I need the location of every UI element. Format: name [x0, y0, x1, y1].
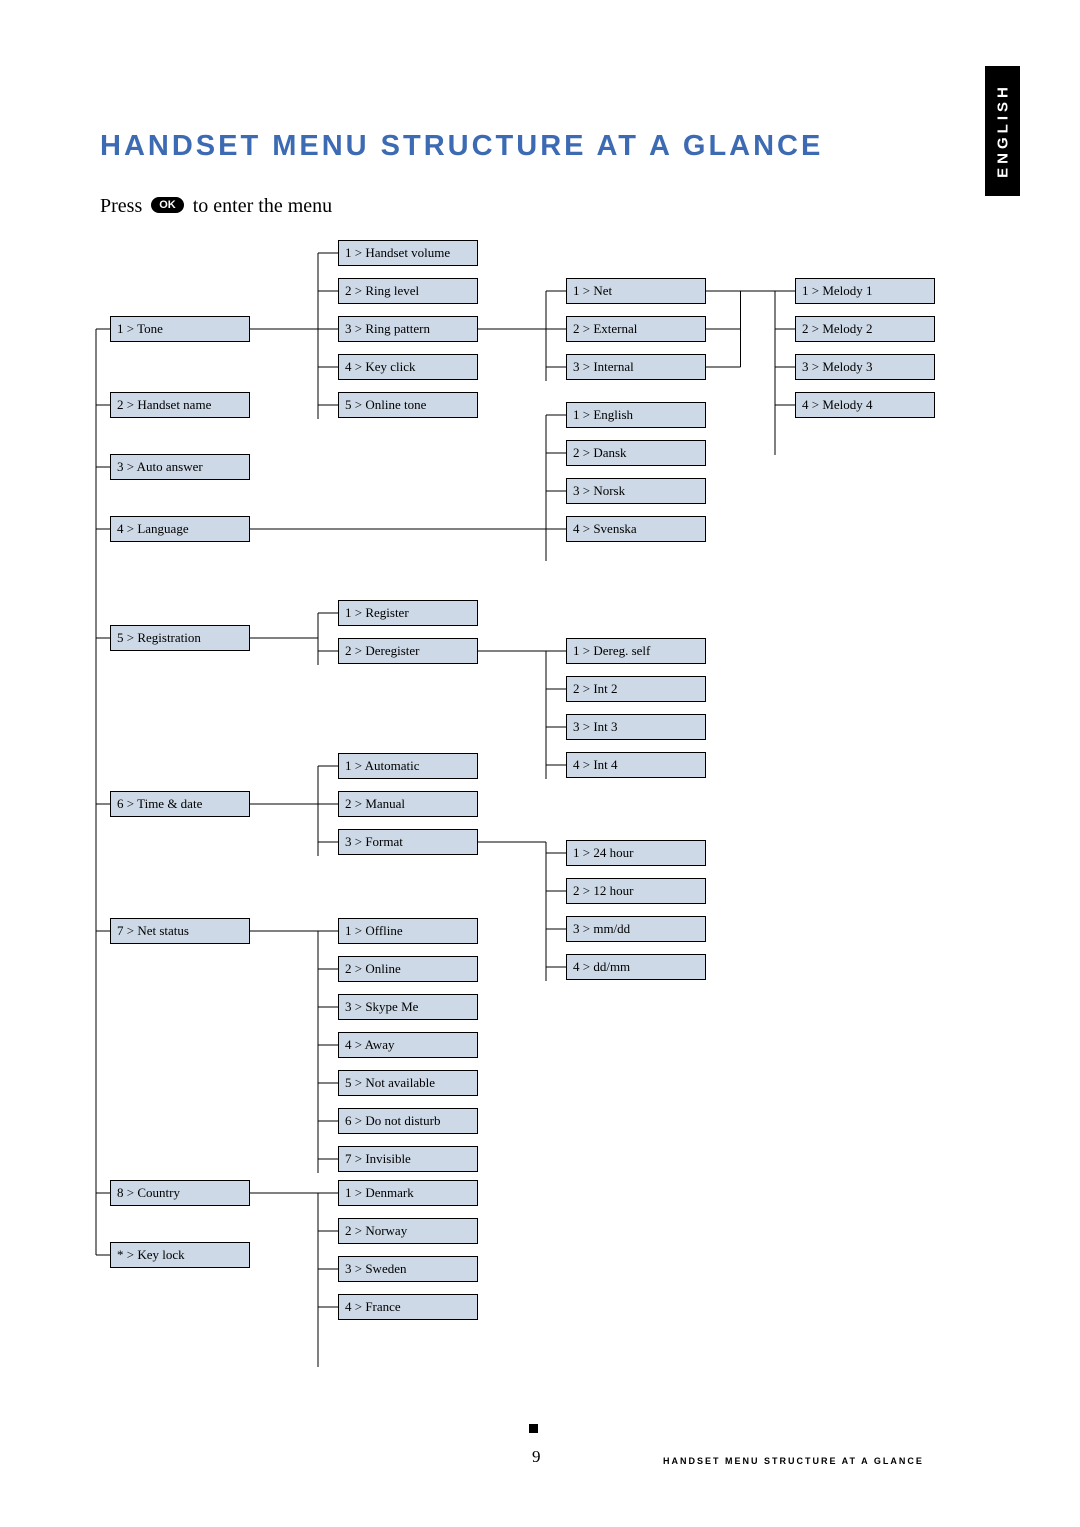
menu-item: 2 > 12 hour	[566, 878, 706, 904]
menu-item: 1 > English	[566, 402, 706, 428]
menu-item: 1 > Melody 1	[795, 278, 935, 304]
menu-item: 5 > Registration	[110, 625, 250, 651]
menu-item: 3 > Auto answer	[110, 454, 250, 480]
page: HANDSET MENU STRUCTURE AT A GLANCE Press…	[0, 0, 1080, 1527]
menu-item: 2 > Norway	[338, 1218, 478, 1244]
menu-item: 4 > Int 4	[566, 752, 706, 778]
menu-item: 1 > Net	[566, 278, 706, 304]
menu-item: 3 > Skype Me	[338, 994, 478, 1020]
menu-item: 6 > Time & date	[110, 791, 250, 817]
menu-item: 2 > External	[566, 316, 706, 342]
page-number: 9	[532, 1447, 541, 1467]
menu-item: 1 > 24 hour	[566, 840, 706, 866]
menu-item: 3 > mm/dd	[566, 916, 706, 942]
menu-item: 2 > Handset name	[110, 392, 250, 418]
menu-item: 2 > Deregister	[338, 638, 478, 664]
menu-item: 1 > Register	[338, 600, 478, 626]
menu-item: 4 > Away	[338, 1032, 478, 1058]
menu-item: 2 > Dansk	[566, 440, 706, 466]
menu-item: 3 > Norsk	[566, 478, 706, 504]
menu-item: 5 > Online tone	[338, 392, 478, 418]
menu-item: 2 > Ring level	[338, 278, 478, 304]
menu-item: 3 > Sweden	[338, 1256, 478, 1282]
menu-item: 4 > France	[338, 1294, 478, 1320]
menu-item: 3 > Int 3	[566, 714, 706, 740]
menu-item: 3 > Internal	[566, 354, 706, 380]
menu-item: 7 > Net status	[110, 918, 250, 944]
menu-item: 4 > Svenska	[566, 516, 706, 542]
menu-item: 3 > Melody 3	[795, 354, 935, 380]
menu-item: 1 > Dereg. self	[566, 638, 706, 664]
menu-item: 5 > Not available	[338, 1070, 478, 1096]
menu-item: * > Key lock	[110, 1242, 250, 1268]
menu-item: 4 > Language	[110, 516, 250, 542]
menu-item: 4 > Key click	[338, 354, 478, 380]
menu-item: 2 > Int 2	[566, 676, 706, 702]
menu-item: 7 > Invisible	[338, 1146, 478, 1172]
menu-item: 1 > Handset volume	[338, 240, 478, 266]
menu-item: 3 > Format	[338, 829, 478, 855]
menu-item: 2 > Melody 2	[795, 316, 935, 342]
menu-item: 1 > Denmark	[338, 1180, 478, 1206]
menu-item: 6 > Do not disturb	[338, 1108, 478, 1134]
menu-item: 4 > dd/mm	[566, 954, 706, 980]
menu-item: 1 > Automatic	[338, 753, 478, 779]
menu-item: 1 > Offline	[338, 918, 478, 944]
menu-item: 2 > Online	[338, 956, 478, 982]
footer-title: HANDSET MENU STRUCTURE AT A GLANCE	[663, 1456, 924, 1466]
connector-lines	[0, 0, 1080, 1527]
menu-item: 1 > Tone	[110, 316, 250, 342]
menu-item: 2 > Manual	[338, 791, 478, 817]
menu-item: 3 > Ring pattern	[338, 316, 478, 342]
page-marker-icon	[529, 1424, 538, 1433]
menu-item: 4 > Melody 4	[795, 392, 935, 418]
menu-item: 8 > Country	[110, 1180, 250, 1206]
